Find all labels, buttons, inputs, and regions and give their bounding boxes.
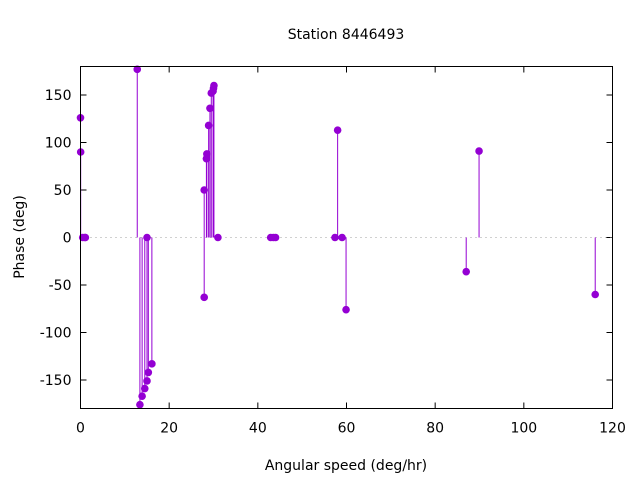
- y-tick-label: 150: [45, 88, 72, 104]
- data-point: [342, 305, 350, 314]
- y-tick-label: 0: [63, 231, 72, 247]
- data-point: [271, 233, 280, 242]
- data-point: [81, 233, 90, 242]
- x-tick-label: 20: [160, 421, 178, 437]
- data-point: [462, 267, 471, 276]
- data-point: [214, 233, 222, 242]
- data-point: [148, 360, 156, 368]
- y-tick-label: 100: [45, 136, 72, 152]
- x-tick-label: 100: [510, 421, 537, 437]
- y-tick-label: -50: [49, 278, 72, 294]
- data-point: [143, 233, 151, 242]
- data-point: [338, 233, 346, 242]
- plot-frame: [80, 66, 613, 409]
- data-point: [210, 81, 218, 90]
- data-point: [203, 150, 211, 158]
- y-tick-label: 50: [54, 183, 72, 199]
- x-tick-label: 120: [599, 421, 626, 437]
- data-point: [200, 293, 208, 302]
- y-tick-label: -150: [40, 373, 72, 389]
- data-point: [206, 104, 214, 113]
- y-axis-label: Phase (deg): [12, 195, 28, 279]
- chart-title: Station 8446493: [288, 27, 405, 43]
- data-point: [133, 65, 142, 74]
- data-point: [144, 368, 153, 377]
- x-tick-label: 40: [249, 421, 267, 437]
- x-tick-label: 0: [76, 421, 85, 437]
- data-point: [591, 290, 600, 299]
- x-tick-label: 60: [338, 421, 356, 437]
- x-tick-label: 80: [426, 421, 444, 437]
- data-point: [331, 233, 339, 242]
- data-point: [140, 384, 149, 393]
- data-point: [333, 126, 342, 134]
- data-point: [136, 400, 144, 409]
- data-point: [143, 377, 151, 385]
- data-point: [475, 147, 483, 155]
- y-tick-label: -100: [40, 326, 72, 342]
- data-point: [138, 392, 146, 400]
- x-axis-label: Angular speed (deg/hr): [265, 458, 427, 474]
- data-point: [204, 121, 213, 130]
- data-point: [200, 186, 208, 194]
